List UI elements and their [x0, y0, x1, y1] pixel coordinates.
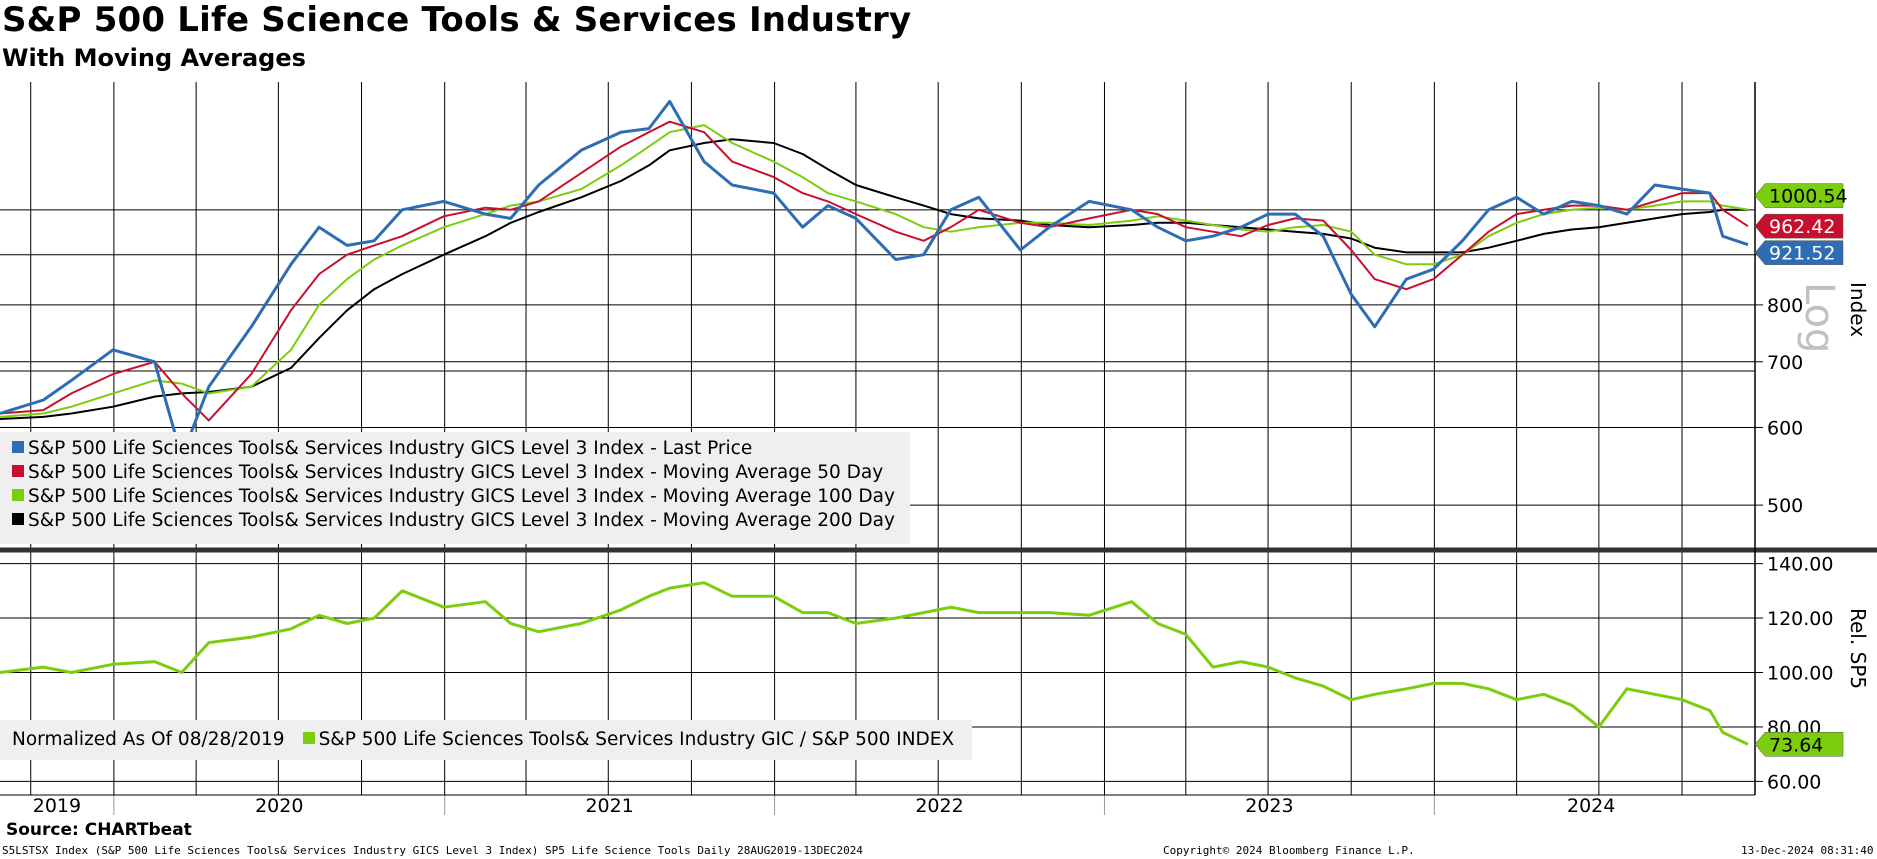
series-last-price: [0, 99, 1749, 459]
lower-legend-item: Normalized As Of 08/28/2019 S&P 500 Life …: [12, 729, 954, 750]
footer-copyright: Copyright© 2024 Bloomberg Finance L.P.: [1163, 844, 1415, 857]
value-tags: 1000.54 962.42 921.52 73.64: [1754, 183, 1848, 757]
legend-item-last-price: S&P 500 Life Sciences Tools& Services In…: [12, 438, 752, 460]
y-tick-label: 60.00: [1767, 771, 1821, 793]
legend-item-ma200: S&P 500 Life Sciences Tools& Services In…: [12, 510, 895, 532]
series-relative: [0, 581, 1749, 746]
source-note: Source: CHARTbeat: [6, 820, 192, 840]
lower-axis-title: Rel. SP5: [1846, 608, 1870, 690]
chart-subtitle: With Moving Averages: [2, 44, 306, 72]
series-ma200: [0, 138, 1748, 420]
y-tick-label: 600: [1767, 417, 1803, 439]
legend-swatch-ma50: [12, 465, 24, 477]
y-tick-label: 120.00: [1767, 608, 1833, 630]
legend-item-ma100: S&P 500 Life Sciences Tools& Services In…: [12, 486, 895, 508]
x-tick-label: 2022: [915, 795, 963, 817]
chart-title: S&P 500 Life Science Tools & Services In…: [2, 0, 912, 40]
legend-label-ma100: S&P 500 Life Sciences Tools& Services In…: [28, 486, 895, 507]
lower-legend: [0, 720, 972, 760]
log-scale-label: Log: [1796, 282, 1842, 354]
legend-swatch-ma200: [12, 513, 24, 525]
legend-swatch-last: [12, 441, 24, 453]
tag-last-bg: [1754, 240, 1844, 265]
upper-panel-series: [0, 99, 1749, 459]
legend-swatch-ma100: [12, 489, 24, 501]
legend-label-rel: S&P 500 Life Sciences Tools& Services In…: [318, 729, 955, 750]
footer-left: S5LSTSX Index (S&P 500 Life Sciences Too…: [2, 844, 863, 857]
y-tick-label: 500: [1767, 495, 1803, 517]
legend-item-ma50: S&P 500 Life Sciences Tools& Services In…: [12, 462, 883, 484]
series-ma100: [0, 124, 1749, 418]
x-tick-label: 2020: [255, 795, 303, 817]
tag-ma100-bg: [1754, 183, 1844, 208]
tag-relative-bg: [1754, 732, 1844, 757]
legend-label-last: S&P 500 Life Sciences Tools& Services In…: [28, 438, 753, 459]
lower-panel-series: [0, 581, 1749, 746]
legend-label-ma50: S&P 500 Life Sciences Tools& Services In…: [28, 462, 884, 483]
legend-label-ma200: S&P 500 Life Sciences Tools& Services In…: [28, 510, 895, 531]
x-tick-label: 2019: [33, 795, 81, 817]
y-tick-label: 800: [1767, 295, 1803, 317]
y-tick-label: 700: [1767, 352, 1803, 374]
axes: 50060070080090060.0080.00100.00120.00140…: [0, 82, 1877, 817]
tag-relative: 73.64: [1769, 734, 1823, 756]
legend-swatch-rel: [302, 732, 315, 744]
tag-ma50: 962.42: [1769, 216, 1835, 238]
upper-legend: [0, 432, 910, 544]
x-tick-label: 2024: [1567, 795, 1615, 817]
tag-ma100: 1000.54: [1769, 186, 1848, 208]
x-tick-label: 2023: [1245, 795, 1293, 817]
y-tick-label: 140.00: [1767, 554, 1833, 576]
y-tick-label: 100.00: [1767, 663, 1833, 685]
normalized-note: Normalized As Of 08/28/2019: [12, 729, 285, 750]
tag-ma50-bg: [1754, 213, 1844, 239]
tag-last: 921.52: [1769, 243, 1835, 265]
x-tick-label: 2021: [585, 795, 633, 817]
upper-axis-title: Index: [1846, 282, 1870, 338]
footer-timestamp: 13-Dec-2024 08:31:40: [1741, 844, 1874, 857]
